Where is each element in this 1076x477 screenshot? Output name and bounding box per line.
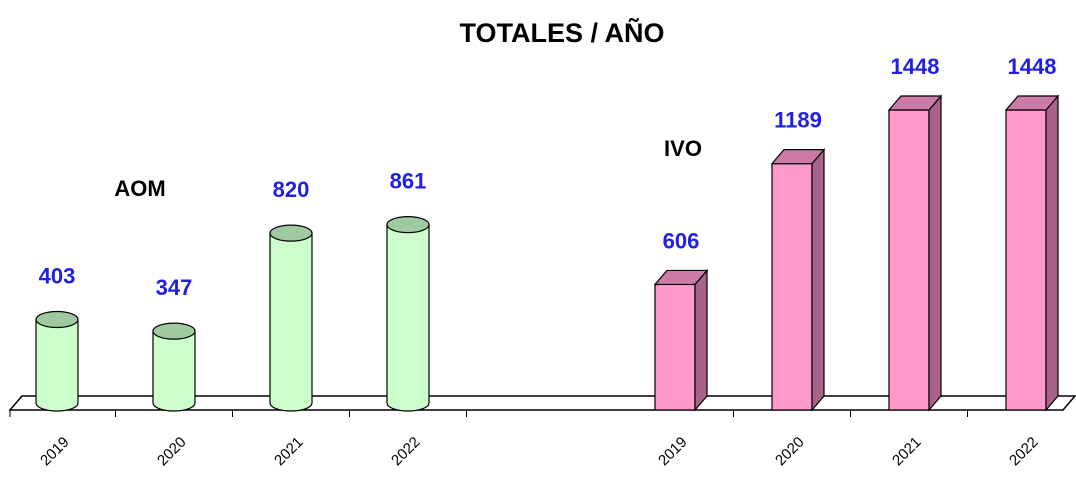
data-label: 1448 (891, 54, 940, 79)
data-label: 347 (156, 275, 193, 300)
bar-top (653, 269, 709, 286)
bar-side (928, 94, 942, 412)
bar-side (1045, 94, 1059, 412)
x-tick-label: 2021 (271, 434, 307, 470)
data-label: 606 (663, 228, 700, 253)
x-tick-label: 2022 (1006, 434, 1042, 470)
bar (152, 330, 196, 412)
bar (888, 109, 930, 411)
x-tick-label: 2021 (889, 434, 925, 470)
bar-top (770, 149, 826, 165)
bar-side (811, 148, 825, 412)
bar (269, 232, 313, 412)
data-label: 1189 (774, 107, 822, 132)
bar (386, 224, 430, 412)
bar-side (694, 268, 708, 412)
data-label: 820 (273, 177, 310, 202)
bar (771, 163, 813, 411)
series-label: IVO (664, 136, 702, 161)
bar (654, 283, 696, 411)
data-label: 403 (39, 263, 76, 288)
bar-top (35, 310, 79, 329)
series-label: AOM (114, 176, 165, 201)
x-tick-label: 2020 (772, 434, 808, 470)
chart-title: TOTALES / AÑO (459, 17, 664, 48)
x-tick-label: 2022 (388, 434, 424, 470)
bar-top (152, 322, 196, 340)
bar (1005, 109, 1047, 411)
bar-top (269, 224, 313, 242)
x-tick-label: 2020 (154, 434, 190, 470)
bar-top (386, 216, 430, 234)
x-tick-label: 2019 (655, 434, 691, 470)
bar (35, 318, 79, 412)
data-label: 861 (390, 168, 427, 193)
bar-top (1004, 95, 1060, 111)
data-label: 1448 (1008, 54, 1057, 79)
bar-top (887, 95, 943, 111)
x-tick-label: 2019 (37, 434, 73, 470)
